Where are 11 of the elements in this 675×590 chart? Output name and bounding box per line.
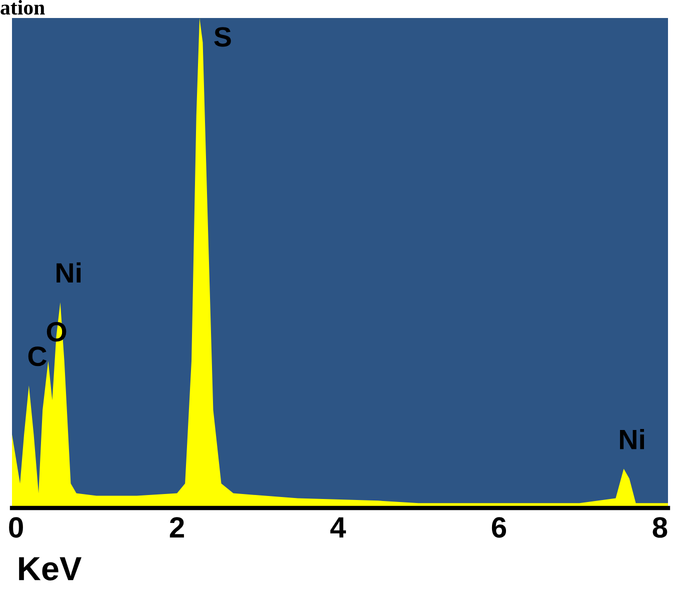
x-tick-label: 2: [170, 517, 184, 538]
x-tick-label: 6: [492, 517, 506, 538]
x-tick-label: 8: [652, 517, 668, 538]
annotation: S: [214, 27, 231, 47]
annotation: Ni: [620, 429, 644, 450]
x-axis-title: KeV: [19, 557, 82, 580]
annotation: Ni: [56, 262, 81, 283]
chart-title: ation: [0, 0, 45, 15]
annotation: C: [28, 346, 47, 366]
x-tick-label: 0: [9, 517, 23, 538]
x-tick-label: 4: [330, 517, 346, 538]
